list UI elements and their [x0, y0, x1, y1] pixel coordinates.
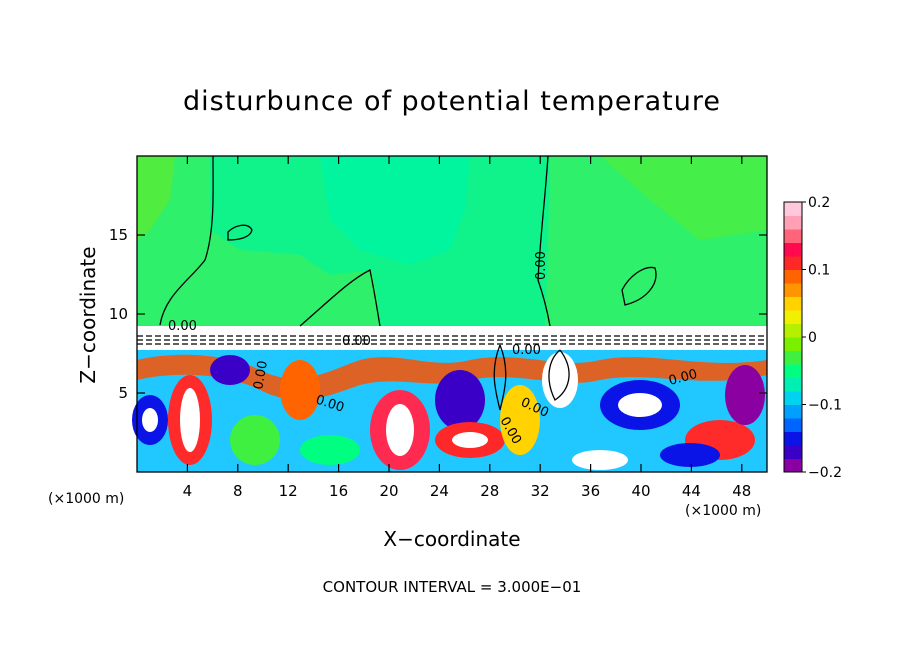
colorbar-swatch [784, 202, 802, 216]
y-axis: 5 10 15 [109, 226, 767, 402]
contour-label: 0.00 [534, 251, 549, 280]
x-tick-label: 48 [732, 482, 751, 500]
x-tick-label: 28 [480, 482, 499, 500]
x-tick-label: 36 [581, 482, 600, 500]
y-tick-label: 5 [118, 384, 128, 402]
colorbar-swatch [784, 256, 802, 270]
colorbar-tick-label: −0.2 [808, 465, 842, 481]
colorbar-swatch [784, 323, 802, 338]
x-unit-label: (×1000 m) [48, 491, 125, 507]
colorbar-swatch [784, 391, 802, 405]
colorbar-swatch [784, 269, 802, 284]
contour-label: 0.00 [342, 334, 371, 349]
colorbar: 0.2 0.1 0 −0.1 −0.2 [783, 195, 842, 481]
x-tick-label: 16 [329, 482, 348, 500]
x-tick-label: 44 [682, 482, 701, 500]
x-tick-label: 12 [279, 482, 298, 500]
contour-label: 0.00 [667, 367, 699, 389]
x-axis-label: X−coordinate [383, 527, 521, 551]
x-tick-label: 40 [631, 482, 650, 500]
contour-interval-note: CONTOUR INTERVAL = 3.000E−01 [322, 578, 582, 596]
x-tick-label: 8 [233, 482, 243, 500]
colorbar-swatch [784, 404, 802, 419]
colorbar-tick-label: −0.1 [808, 398, 842, 414]
contour-lines [137, 155, 767, 411]
colorbar-swatch [784, 310, 802, 324]
colorbar-tick-label: 0 [808, 330, 817, 346]
colorbar-tick-label: 0.2 [808, 195, 830, 211]
colorbar-swatch [784, 377, 802, 392]
x-tick-label: 32 [531, 482, 550, 500]
mixed-layer-eddies [132, 352, 767, 470]
colorbar-swatch [784, 431, 802, 446]
y-tick-label: 10 [109, 305, 128, 323]
colorbar-swatch [784, 364, 802, 378]
colorbar-swatch [784, 337, 802, 351]
colorbar-swatch [784, 215, 802, 230]
contour-label: 0.00 [168, 319, 197, 334]
y-axis-label: Z−coordinate [76, 246, 100, 384]
x-axis: 4 8 12 16 20 24 28 32 36 40 44 48 [183, 156, 751, 500]
x-unit-label: (×1000 m) [685, 503, 762, 519]
chart-title: disturbunce of potential temperature [183, 86, 721, 117]
contour-label: 0.00 [512, 343, 541, 358]
colorbar-swatch [784, 242, 802, 257]
contour-label: 0.00 [251, 360, 271, 391]
x-tick-label: 4 [183, 482, 193, 500]
x-tick-label: 24 [430, 482, 449, 500]
colorbar-swatch [784, 350, 802, 365]
colorbar-swatch [784, 296, 802, 311]
plot-area [132, 155, 768, 473]
y-tick-label: 15 [109, 226, 128, 244]
colorbar-tick-label: 0.1 [808, 263, 830, 279]
colorbar-swatch [784, 445, 802, 459]
colorbar-swatch [784, 458, 802, 473]
colorbar-swatch [784, 283, 802, 297]
colorbar-swatch [784, 229, 802, 243]
x-tick-label: 20 [379, 482, 398, 500]
colorbar-swatch [784, 418, 802, 432]
